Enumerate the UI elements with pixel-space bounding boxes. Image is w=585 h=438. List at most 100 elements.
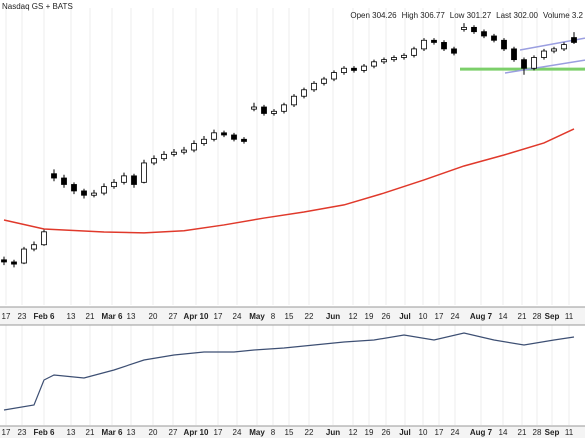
candle-body: [451, 48, 457, 54]
candle-body: [141, 162, 147, 183]
candle-body: [271, 110, 277, 114]
candle-body: [391, 57, 397, 61]
candle-body: [221, 132, 227, 136]
x-tick-label: 17: [214, 312, 223, 321]
x-tick-label: 8: [271, 428, 276, 437]
candle-body: [431, 39, 437, 43]
x-tick-label: Jun: [326, 312, 340, 321]
candle-body: [291, 95, 297, 106]
x-tick-label: 17: [2, 428, 11, 437]
candle-body: [321, 78, 327, 84]
x-tick-label: 23: [18, 312, 27, 321]
candle-body: [31, 244, 37, 250]
candle-body: [481, 31, 487, 37]
candle-body: [301, 89, 307, 97]
candle-body: [421, 39, 427, 50]
candle-body: [511, 48, 517, 61]
x-tick-label: 24: [233, 428, 242, 437]
x-tick-label: 21: [518, 312, 527, 321]
candle-body: [101, 186, 107, 194]
header-item: High 306.77: [402, 11, 446, 20]
x-tick-label: 22: [305, 312, 314, 321]
x-tick-label: 13: [127, 312, 136, 321]
candle-body: [241, 138, 247, 142]
candle-body: [561, 44, 567, 50]
x-tick-label: 15: [285, 428, 294, 437]
x-tick-label: 11: [565, 312, 574, 321]
header-item: Low 301.27: [450, 11, 492, 20]
candle-body: [571, 37, 577, 43]
grid: [5, 8, 570, 425]
exchange-label: Nasdaq GS + BATS: [2, 2, 73, 11]
candle-body: [471, 26, 477, 33]
x-tick-label: 26: [382, 312, 391, 321]
candle-body: [41, 231, 47, 246]
candle-body: [111, 181, 117, 188]
x-tick-label: Aug 7: [470, 312, 493, 321]
x-tick-label: 13: [127, 428, 136, 437]
x-tick-label: 8: [271, 312, 276, 321]
x-tick-label: 27: [169, 312, 178, 321]
candle-body: [61, 177, 67, 185]
moving-average: [3, 128, 575, 234]
header-text: Open 304.26 High 306.77 Low 301.27 Last 302…: [350, 11, 583, 20]
candle-body: [361, 65, 367, 71]
x-tick-label: Jun: [326, 428, 340, 437]
x-tick-label: 19: [365, 428, 374, 437]
candle-body: [501, 39, 507, 50]
candle-body: [441, 42, 447, 50]
x-axis-band: [0, 426, 585, 438]
x-tick-label: 17: [214, 428, 223, 437]
x-tick-label: 20: [149, 428, 158, 437]
x-tick-label: 10: [419, 428, 428, 437]
x-tick-label: 14: [499, 312, 508, 321]
x-tick-label: 21: [86, 428, 95, 437]
x-tick-label: 26: [382, 428, 391, 437]
x-tick-label: Mar 6: [102, 428, 123, 437]
x-tick-label: 24: [451, 312, 460, 321]
x-tick-label: 13: [67, 428, 76, 437]
x-tick-label: Feb 6: [34, 312, 55, 321]
x-tick-label: 14: [499, 428, 508, 437]
lower-line: [3, 332, 575, 411]
x-tick-label: 28: [533, 312, 542, 321]
candle-body: [71, 184, 77, 192]
candle-body: [341, 67, 347, 73]
x-tick-label: 21: [86, 312, 95, 321]
candle-body: [541, 50, 547, 58]
x-tick-label: 24: [233, 312, 242, 321]
x-tick-label: 17: [435, 428, 444, 437]
candle-body: [151, 158, 157, 164]
x-tick-label: May: [249, 428, 265, 437]
x-tick-label: Mar 6: [102, 312, 123, 321]
candle-body: [121, 175, 127, 183]
x-tick-label: 15: [285, 312, 294, 321]
x-tick-label: 21: [518, 428, 527, 437]
candle-body: [331, 72, 337, 80]
x-tick-label: 10: [419, 312, 428, 321]
candle-body: [381, 59, 387, 63]
x-tick-label: 22: [305, 428, 314, 437]
header-item: Open 304.26: [350, 11, 397, 20]
candle-body: [21, 248, 27, 264]
candle-body: [201, 138, 207, 144]
candle-body: [351, 67, 357, 71]
header-item: Last 302.00: [496, 11, 538, 20]
candle-body: [401, 54, 407, 58]
candle-body: [181, 149, 187, 153]
candle-body: [161, 153, 167, 160]
x-tick-label: Apr 10: [184, 312, 209, 321]
candle-body: [371, 61, 377, 67]
candle-body: [171, 151, 177, 155]
x-tick-label: Apr 10: [184, 428, 209, 437]
candle-body: [281, 104, 287, 112]
x-tick-label: Feb 6: [34, 428, 55, 437]
x-tick-label: 11: [565, 428, 574, 437]
candle-body: [191, 143, 197, 151]
candle-body: [51, 173, 57, 179]
candle-body: [551, 48, 557, 52]
x-tick-label: 12: [349, 312, 358, 321]
x-tick-label: May: [249, 312, 265, 321]
